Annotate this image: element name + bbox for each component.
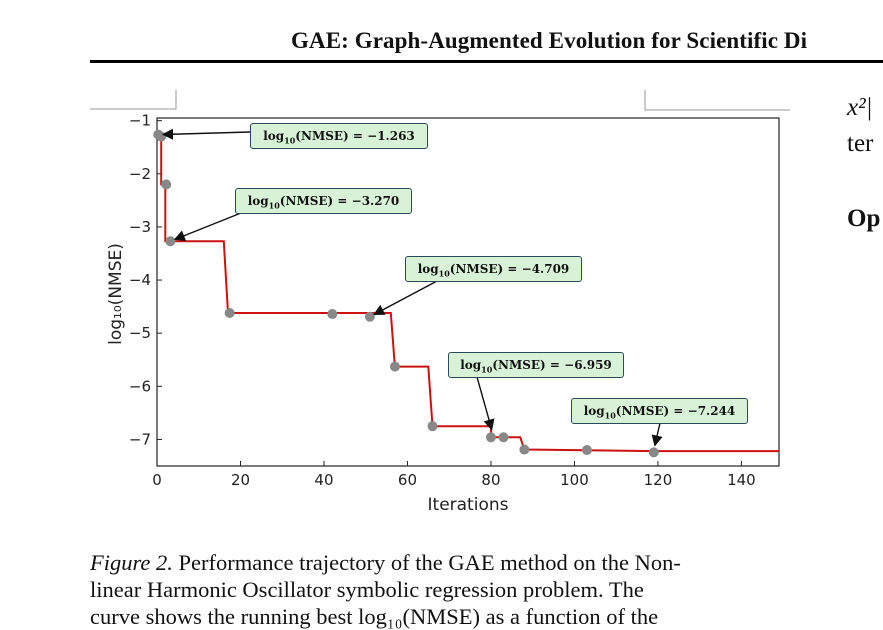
x-tick-label: 100 [560,471,589,489]
annotation-log-prefix: log [583,404,605,418]
annotation-box: log10(NMSE) = −3.270 [235,188,412,214]
caption-line-2: linear Harmonic Oscillator symbolic regr… [90,577,644,602]
annotation-arrow [373,280,438,316]
annotation-value: −6.959 [564,358,612,372]
header-rule [90,60,883,63]
annotation-arrow [651,422,663,447]
y-tick-label: −7 [129,430,151,448]
annotation-log-base: 10 [481,364,493,375]
annotation-value: −1.263 [367,129,415,143]
annotation-nmse-text: (NMSE) = [615,404,688,418]
annotation-box: log10(NMSE) = −6.959 [448,352,624,378]
data-point [389,361,400,372]
x-tick-label: 120 [644,471,673,489]
y-axis-label: log₁₀(NMSE) [106,243,126,345]
data-point [165,236,176,247]
annotation-box: log10(NMSE) = −1.263 [250,123,428,149]
data-point [224,307,235,318]
data-point [327,309,338,320]
annotation-log-base: 10 [268,200,280,211]
annotation-nmse-text: (NMSE) = [449,262,522,276]
y-tick-label: −4 [129,271,151,289]
y-tick-label: −6 [129,377,151,395]
x-tick-label: 0 [152,471,162,489]
annotation-arrow [173,210,247,241]
y-tick-label: −2 [129,165,151,183]
x-tick-label: 140 [727,471,756,489]
annotation-nmse-text: (NMSE) = [279,194,352,208]
annotation-log-base: 10 [604,410,616,421]
annotation-value: −7.244 [687,404,736,418]
data-point [485,432,496,443]
plot-frame [156,117,780,467]
performance-chart: 0 20 40 60 80 100 120 140 −1 −2 −3 −4 −5 −6 −7 Iterati… [90,90,790,515]
data-point [498,432,509,443]
annotation-value: −3.270 [351,194,400,208]
annotation-arrow [161,128,251,140]
caption-line-1: Performance trajectory of the GAE method… [172,550,681,575]
annotation-log-prefix: log [460,358,482,372]
annotation-nmse-text: (NMSE) = [492,358,565,372]
x-tick-label: 20 [231,471,250,489]
figure-caption: Figure 2. Performance trajectory of the … [90,549,794,630]
side-heading-fragment: Op [847,205,881,232]
x-tick-label: 40 [314,471,333,489]
data-point [161,179,172,190]
x-axis-label: Iterations [428,495,509,515]
data-point [156,131,167,142]
y-tick-label: −3 [129,218,151,236]
running-header: GAE: Graph-Augmented Evolution for Scien… [291,28,808,53]
annotation-log-prefix: log [263,129,285,143]
annotation-box: log10(NMSE) = −4.709 [405,256,582,282]
data-point [519,444,530,455]
annotation-log-prefix: log [247,194,269,208]
data-point [427,421,438,432]
x-tick-label: 60 [398,471,417,489]
annotation-log-base: 10 [284,135,296,146]
side-math-fragment: x²| [847,94,873,121]
data-point [364,311,375,322]
annotation-log-base: 10 [438,268,450,279]
data-point [581,445,592,456]
figure-crop-marks [90,90,790,111]
data-point [648,447,659,458]
annotation-arrow [476,376,495,431]
annotation-log-prefix: log [417,262,439,276]
annotation-box: log10(NMSE) = −7.244 [571,398,748,424]
y-tick-label: −1 [129,112,151,130]
y-tick-label: −5 [129,324,151,342]
annotation-nmse-text: (NMSE) = [295,129,368,143]
side-text-line: ter [847,130,874,157]
x-tick-label: 80 [481,471,500,489]
caption-label: Figure 2. [90,550,173,575]
annotation-value: −4.709 [521,262,570,276]
caption-line-3: curve shows the running best log₁₀(NMSE)… [90,604,659,629]
